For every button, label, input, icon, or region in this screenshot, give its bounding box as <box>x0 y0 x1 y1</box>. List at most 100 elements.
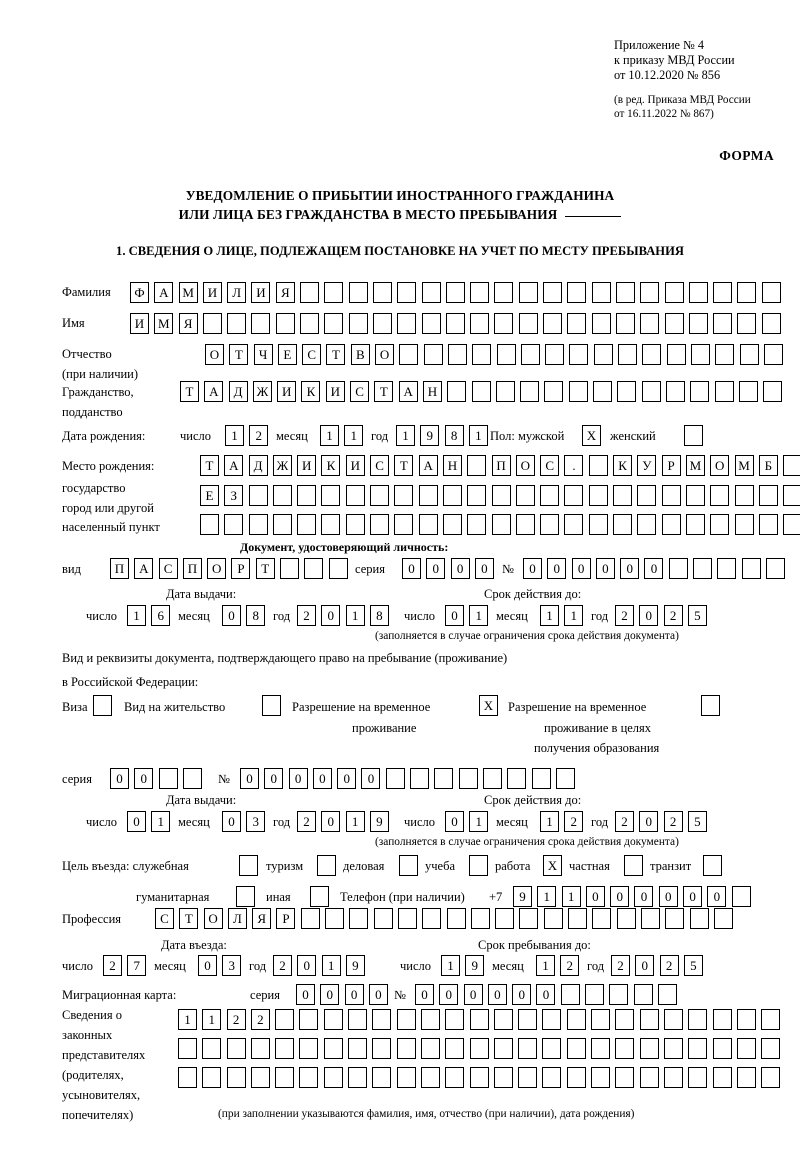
birthplace-1-cell-20[interactable]: Р <box>661 455 681 476</box>
legal-2-cell-22[interactable] <box>688 1038 708 1059</box>
birthplace-1-cell-16[interactable]: . <box>564 455 584 476</box>
legal-2-cell-17[interactable] <box>566 1038 586 1059</box>
patronymic-cell-16[interactable] <box>569 344 589 365</box>
patronymic-cell-10[interactable] <box>423 344 443 365</box>
surname-cell-16[interactable] <box>494 282 514 303</box>
birthplace-3-cell-20[interactable] <box>661 514 681 535</box>
legal-1-cell-13[interactable] <box>469 1009 489 1030</box>
patronymic-cell-12[interactable] <box>472 344 492 365</box>
entry-year-cell-4[interactable]: 9 <box>345 955 365 976</box>
birthplace-2-cell-10[interactable] <box>418 485 438 506</box>
birthplace-2-cell-25[interactable] <box>783 485 800 506</box>
permit-seriya-cell-1[interactable]: 0 <box>110 768 129 789</box>
birthplace-2-cell-13[interactable] <box>491 485 511 506</box>
citizenship-cell-11[interactable]: Н <box>422 381 442 402</box>
patronymic-cell-13[interactable] <box>496 344 516 365</box>
permit-nomer-cell-2[interactable]: 0 <box>264 768 284 789</box>
doc-nomer-cell-7[interactable] <box>668 558 688 579</box>
citizenship-cell-16[interactable] <box>544 381 564 402</box>
legal-row-2-cells[interactable] <box>178 1038 781 1059</box>
profession-cell-23[interactable] <box>689 908 709 929</box>
firstname-cell-4[interactable] <box>202 313 222 334</box>
legal-3-cell-4[interactable] <box>250 1067 270 1088</box>
legal-2-cell-14[interactable] <box>493 1038 513 1059</box>
profession-cell-1[interactable]: С <box>155 908 174 929</box>
patronymic-cell-8[interactable]: О <box>375 344 395 365</box>
patronymic-cell-23[interactable] <box>739 344 759 365</box>
permit-nomer-cell-13[interactable] <box>531 768 551 789</box>
firstname-cell-3[interactable]: Я <box>178 313 198 334</box>
surname-cell-17[interactable] <box>518 282 538 303</box>
phone-cell-10[interactable] <box>731 886 751 907</box>
legal-3-cell-15[interactable] <box>518 1067 538 1088</box>
birthplace-1-cell-1[interactable]: Т <box>200 455 219 476</box>
stay-day-cell-2[interactable]: 9 <box>465 955 485 976</box>
citizenship-cell-7[interactable]: И <box>325 381 345 402</box>
birthplace-3-cell-25[interactable] <box>783 514 800 535</box>
sex-female-checkbox[interactable] <box>684 425 703 446</box>
surname-cell-14[interactable] <box>445 282 465 303</box>
patronymic-cell-18[interactable] <box>618 344 638 365</box>
legal-1-cell-2[interactable]: 1 <box>202 1009 222 1030</box>
migration-nomer-cell-9[interactable] <box>609 984 629 1005</box>
permit-nomer-cell-14[interactable] <box>555 768 575 789</box>
surname-cell-7[interactable]: Я <box>275 282 295 303</box>
doc-valid-year-cell-3[interactable]: 2 <box>663 605 683 626</box>
citizenship-cell-15[interactable] <box>520 381 540 402</box>
birthplace-1-cell-14[interactable]: О <box>515 455 535 476</box>
doc-type-cell-10[interactable] <box>328 558 348 579</box>
patronymic-cell-15[interactable] <box>545 344 565 365</box>
firstname-cell-24[interactable] <box>688 313 708 334</box>
birthplace-1-cell-15[interactable]: С <box>540 455 560 476</box>
phone-cell-4[interactable]: 0 <box>585 886 605 907</box>
purpose-inaya-checkbox[interactable] <box>310 886 329 907</box>
permit-issue-year-cell-4[interactable]: 9 <box>369 811 389 832</box>
stay-year-cell-1[interactable]: 2 <box>611 955 630 976</box>
legal-3-cell-20[interactable] <box>639 1067 659 1088</box>
firstname-cell-20[interactable] <box>591 313 611 334</box>
entry-day-cell-2[interactable]: 7 <box>127 955 147 976</box>
surname-cell-6[interactable]: И <box>251 282 271 303</box>
surname-cell-12[interactable] <box>397 282 417 303</box>
birthplace-1-cell-19[interactable]: У <box>637 455 657 476</box>
entry-month-cell-1[interactable]: 0 <box>198 955 217 976</box>
migration-seriya-cell-1[interactable]: 0 <box>296 984 315 1005</box>
doc-issue-year-cell-4[interactable]: 8 <box>369 605 389 626</box>
patronymic-cell-20[interactable] <box>666 344 686 365</box>
doc-nomer-cell-3[interactable]: 0 <box>571 558 591 579</box>
profession-cell-5[interactable]: Я <box>252 908 272 929</box>
birthplace-3-cell-18[interactable] <box>613 514 633 535</box>
purpose-gumanitarnaya-checkbox[interactable] <box>236 886 255 907</box>
citizenship-cell-5[interactable]: И <box>277 381 297 402</box>
rvpo-checkbox[interactable] <box>701 695 720 716</box>
birthplace-1-cell-4[interactable]: Ж <box>272 455 292 476</box>
birthplace-3-cell-3[interactable] <box>248 514 268 535</box>
birthplace-3-cell-23[interactable] <box>734 514 754 535</box>
phone-cell-5[interactable]: 0 <box>610 886 630 907</box>
permit-nomer-cell-8[interactable] <box>410 768 430 789</box>
patronymic-cell-3[interactable]: Ч <box>253 344 273 365</box>
profession-cell-8[interactable] <box>325 908 345 929</box>
birthplace-3-cell-4[interactable] <box>272 514 292 535</box>
birthplace-3-cell-15[interactable] <box>540 514 560 535</box>
firstname-cell-18[interactable] <box>543 313 563 334</box>
firstname-cell-14[interactable] <box>445 313 465 334</box>
citizenship-cell-19[interactable] <box>617 381 637 402</box>
birthplace-2-cell-7[interactable] <box>345 485 365 506</box>
permit-valid-year-cell-3[interactable]: 2 <box>663 811 683 832</box>
firstname-cell-11[interactable] <box>372 313 392 334</box>
birthplace-2-cell-4[interactable] <box>272 485 292 506</box>
birthplace-2-cell-3[interactable] <box>248 485 268 506</box>
birthplace-2-cell-11[interactable] <box>442 485 462 506</box>
stay-year-cell-4[interactable]: 5 <box>683 955 703 976</box>
birthplace-1-cell-17[interactable] <box>588 455 608 476</box>
birthplace-row-3-cells[interactable] <box>200 514 800 535</box>
rvp-checkbox[interactable]: X <box>479 695 498 716</box>
firstname-cell-8[interactable] <box>300 313 320 334</box>
